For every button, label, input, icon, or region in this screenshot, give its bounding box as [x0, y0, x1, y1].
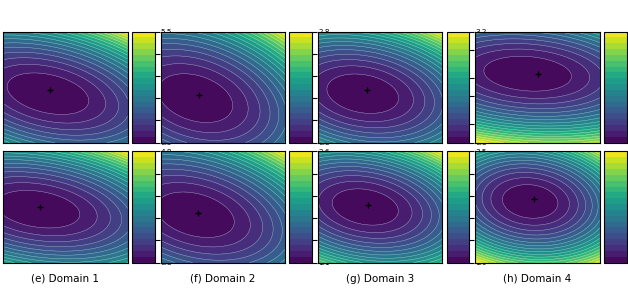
Text: (a) Domain 1: (a) Domain 1: [31, 154, 99, 164]
Text: (c) Domain 3: (c) Domain 3: [347, 154, 414, 164]
Text: (f) Domain 2: (f) Domain 2: [190, 274, 256, 284]
Text: (e) Domain 1: (e) Domain 1: [31, 274, 99, 284]
Text: (g) Domain 3: (g) Domain 3: [346, 274, 414, 284]
Text: (b) Domain 2: (b) Domain 2: [188, 154, 257, 164]
Text: (h) Domain 4: (h) Domain 4: [504, 274, 571, 284]
Text: (d) Domain 4: (d) Domain 4: [504, 154, 571, 164]
